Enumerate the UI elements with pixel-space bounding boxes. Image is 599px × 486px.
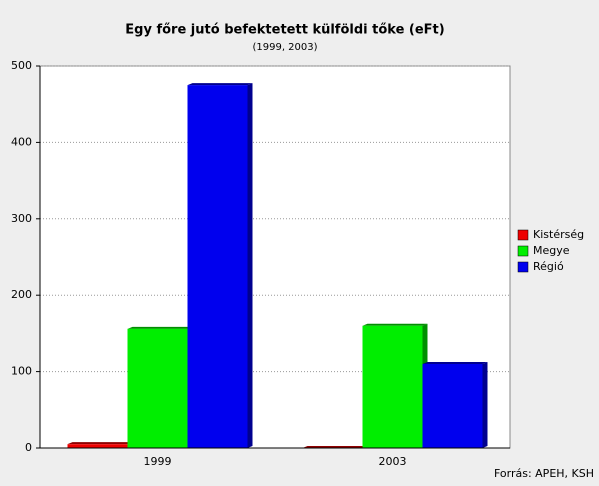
y-tick-label: 500 — [11, 59, 32, 72]
y-tick-label: 400 — [11, 135, 32, 148]
bar — [127, 328, 188, 448]
chart-subtitle: (1999, 2003) — [252, 42, 317, 53]
bar-top — [422, 361, 488, 364]
y-tick-label: 200 — [11, 288, 32, 301]
bar — [67, 444, 128, 448]
bar-top — [67, 442, 133, 445]
legend-label: Megye — [533, 244, 570, 257]
legend-label: Régió — [533, 260, 564, 273]
source-note: Forrás: APEH, KSH — [494, 467, 594, 480]
legend-label: Kistérség — [533, 228, 584, 241]
y-tick-label: 300 — [11, 212, 32, 225]
x-tick-label: 2003 — [379, 455, 407, 468]
bar — [362, 325, 423, 448]
x-tick-label: 1999 — [144, 455, 172, 468]
y-tick-label: 100 — [11, 365, 32, 378]
legend-swatch — [517, 245, 529, 257]
bar — [422, 363, 483, 448]
bar-top — [187, 83, 253, 86]
bar-top — [127, 326, 193, 329]
chart-title: Egy főre jutó befektetett külföldi tőke … — [125, 23, 444, 38]
legend-swatch — [517, 229, 529, 241]
y-tick-label: 0 — [25, 441, 32, 454]
legend-swatch — [517, 261, 529, 273]
bar-side — [247, 83, 253, 448]
bar — [187, 85, 248, 448]
bar-top — [362, 323, 428, 326]
bar-side — [482, 361, 488, 448]
